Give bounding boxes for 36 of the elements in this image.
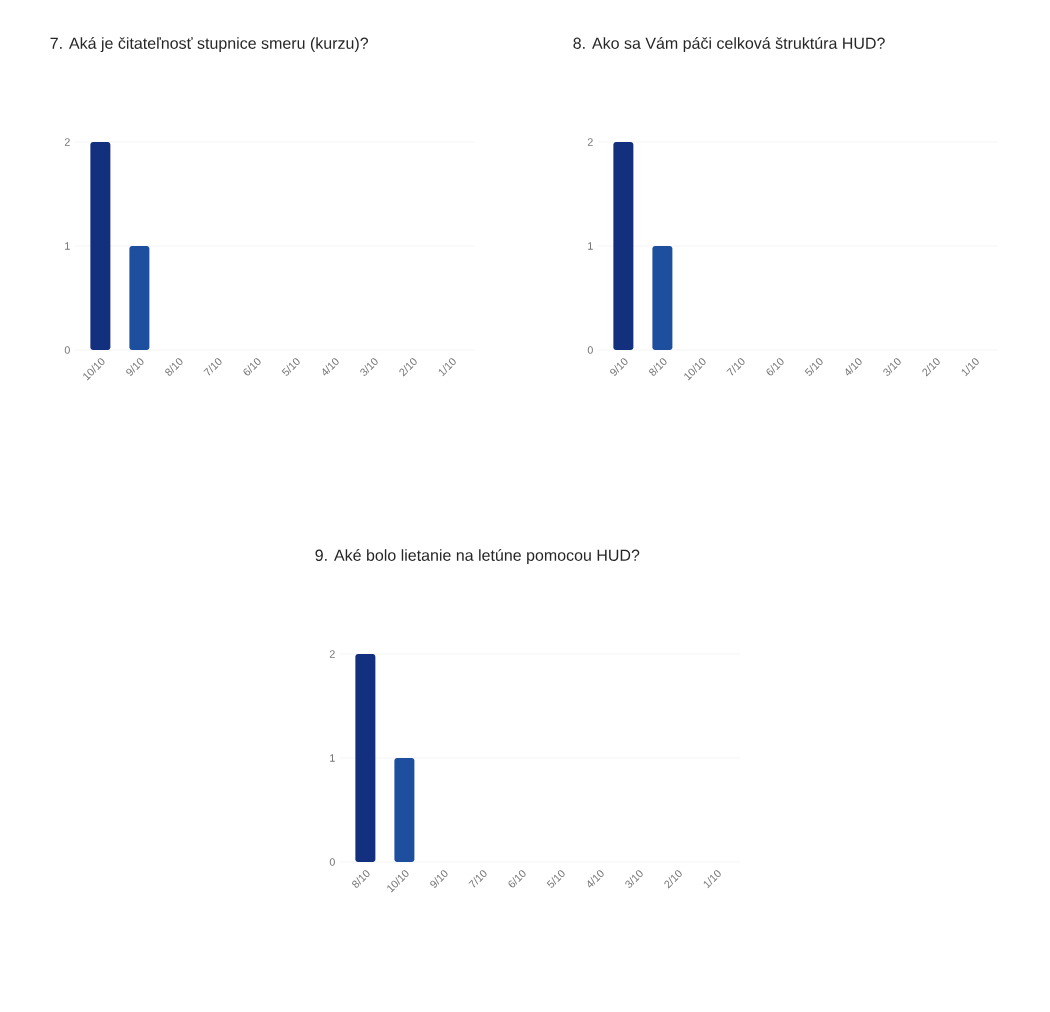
x-tick-label: 8/10: [352, 870, 370, 888]
x-tick-label: 5/10: [546, 870, 565, 888]
x-tick-label: 3/10: [360, 358, 378, 376]
x-tick-label: 9/10: [610, 358, 628, 376]
x-tick-label: 7/10: [203, 358, 222, 376]
y-tick-label: 1: [330, 754, 335, 762]
x-tick-label: 7/10: [726, 358, 745, 376]
y-tick-label: 2: [587, 138, 593, 146]
x-tick-label: 3/10: [625, 870, 643, 888]
y-tick-label: 0: [64, 346, 70, 354]
x-tick-label: 6/10: [243, 358, 261, 376]
y-tick-label: 1: [65, 242, 70, 250]
x-tick-label: 7/10: [468, 870, 487, 888]
y-tick-label: 2: [64, 138, 70, 146]
x-tick-label: 1/10: [438, 358, 456, 377]
x-tick-label: 1/10: [961, 358, 979, 377]
x-tick-label: 6/10: [766, 358, 784, 376]
y-tick-label: 0: [587, 346, 593, 354]
x-tick-label: 4/10: [845, 358, 862, 376]
x-tick-label: 5/10: [804, 358, 823, 376]
y-tick-label: 2: [329, 650, 335, 658]
x-tick-label: 3/10: [883, 358, 901, 376]
x-tick-label: 5/10: [281, 358, 300, 376]
x-tick-label: 4/10: [322, 358, 339, 376]
x-tick-label: 4/10: [587, 870, 604, 888]
x-tick-label: 1/10: [703, 870, 721, 889]
chart-title: 8. Ako sa Vám páči celková štruktúra HUD?: [573, 37, 885, 53]
x-tick-label: 9/10: [430, 870, 448, 888]
y-tick-label: 1: [588, 242, 593, 250]
x-tick-label: 8/10: [165, 358, 183, 376]
x-tick-label: 9/10: [126, 358, 144, 376]
y-tick-label: 0: [329, 858, 335, 866]
x-tick-label: 6/10: [508, 870, 526, 888]
x-tick-label: 8/10: [649, 358, 667, 376]
chart-title: 9. Aké bolo lietanie na letúne pomocou HUD?: [315, 549, 640, 565]
chart-title: 7. Aká je čitateľnosť stupnice smeru (kurzu)?: [50, 37, 369, 53]
